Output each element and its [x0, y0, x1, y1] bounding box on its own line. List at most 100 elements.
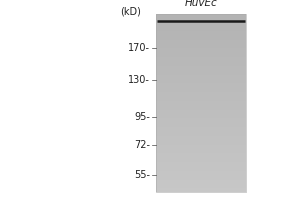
- Bar: [156, 57, 246, 58]
- Bar: [156, 33, 246, 34]
- Bar: [156, 69, 246, 70]
- Bar: [156, 94, 246, 95]
- Bar: [156, 108, 246, 110]
- Bar: [156, 60, 246, 61]
- Bar: [156, 148, 246, 149]
- Bar: [156, 98, 246, 99]
- Bar: [156, 39, 246, 40]
- Bar: [156, 183, 246, 184]
- Bar: [156, 99, 246, 100]
- Bar: [156, 79, 246, 80]
- Bar: [156, 18, 246, 19]
- Bar: [156, 41, 246, 42]
- Bar: [156, 148, 246, 149]
- Bar: [156, 131, 246, 132]
- Bar: [156, 187, 246, 188]
- Bar: [156, 146, 246, 148]
- Bar: [156, 132, 246, 133]
- Bar: [156, 104, 246, 105]
- Bar: [156, 123, 246, 124]
- Bar: [156, 159, 246, 160]
- Bar: [156, 162, 246, 163]
- Bar: [156, 86, 246, 87]
- Bar: [156, 65, 246, 66]
- Bar: [156, 66, 246, 67]
- Bar: [156, 40, 246, 41]
- Bar: [156, 38, 246, 40]
- Bar: [156, 16, 246, 17]
- Bar: [156, 54, 246, 55]
- Bar: [156, 67, 246, 69]
- Bar: [156, 49, 246, 50]
- Bar: [156, 26, 246, 27]
- Bar: [156, 167, 246, 168]
- Bar: [156, 119, 246, 120]
- Bar: [156, 82, 246, 83]
- Bar: [156, 119, 246, 120]
- Bar: [156, 89, 246, 90]
- Bar: [156, 110, 246, 111]
- Bar: [156, 48, 246, 49]
- Bar: [156, 34, 246, 35]
- Bar: [156, 87, 246, 88]
- Bar: [156, 93, 246, 94]
- Bar: [156, 122, 246, 123]
- Bar: [156, 121, 246, 122]
- Bar: [156, 75, 246, 76]
- Bar: [156, 60, 246, 61]
- Bar: [156, 84, 246, 85]
- Bar: [156, 164, 246, 165]
- Bar: [156, 133, 246, 134]
- Bar: [156, 186, 246, 187]
- Bar: [156, 28, 246, 29]
- Bar: [156, 174, 246, 175]
- Bar: [156, 88, 246, 89]
- Bar: [156, 85, 246, 86]
- Bar: [156, 52, 246, 53]
- Bar: [156, 155, 246, 156]
- Bar: [156, 156, 246, 157]
- Bar: [156, 38, 246, 39]
- Bar: [156, 30, 246, 31]
- Text: 55-: 55-: [134, 170, 150, 180]
- Bar: [156, 130, 246, 131]
- Bar: [156, 168, 246, 169]
- Bar: [156, 84, 246, 85]
- Bar: [156, 34, 246, 35]
- Bar: [156, 24, 246, 25]
- Bar: [156, 95, 246, 96]
- Bar: [156, 54, 246, 56]
- Bar: [156, 142, 246, 143]
- Bar: [156, 140, 246, 141]
- Bar: [156, 118, 246, 119]
- Bar: [156, 58, 246, 59]
- Bar: [156, 155, 246, 156]
- Bar: [156, 65, 246, 66]
- Bar: [156, 22, 246, 23]
- Bar: [156, 180, 246, 181]
- Bar: [156, 27, 246, 28]
- Bar: [156, 146, 246, 147]
- Bar: [156, 130, 246, 131]
- Text: 170-: 170-: [128, 43, 150, 53]
- Text: (kD): (kD): [120, 6, 141, 16]
- Bar: [156, 74, 246, 75]
- Bar: [156, 171, 246, 172]
- Bar: [156, 83, 246, 84]
- Bar: [156, 86, 246, 88]
- Bar: [156, 172, 246, 173]
- Bar: [156, 53, 246, 54]
- Bar: [156, 44, 246, 45]
- Bar: [156, 177, 246, 178]
- Bar: [156, 128, 246, 129]
- Bar: [156, 21, 246, 22]
- Bar: [156, 105, 246, 106]
- Bar: [156, 106, 246, 107]
- Bar: [156, 24, 246, 25]
- Bar: [156, 134, 246, 135]
- Bar: [156, 14, 246, 15]
- Bar: [156, 184, 246, 185]
- Bar: [156, 124, 246, 126]
- Bar: [156, 81, 246, 82]
- Bar: [156, 50, 246, 51]
